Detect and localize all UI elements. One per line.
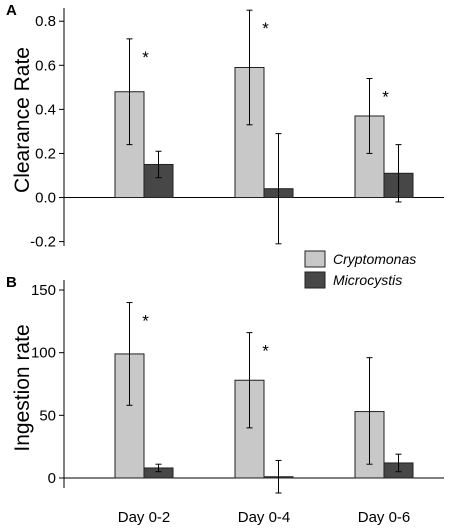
- panel-a-y-tick-label-0-2: -0.2: [30, 234, 56, 251]
- panel-b-y-tick-label-100: 100: [31, 345, 56, 362]
- legend-label-microcystis: Microcystis: [333, 272, 402, 288]
- panel-b-y-axis-label: Ingestion rate: [11, 324, 34, 451]
- legend-label-cryptomonas: Cryptomonas: [333, 251, 416, 267]
- panel-a-y-tick-label-0-6: 0.6: [35, 57, 56, 74]
- panel-b-significance-star-day-0-4: *: [262, 342, 269, 361]
- panel-a-y-tick-label-0-2: 0.2: [35, 145, 56, 162]
- panel-a-y-tick-label-0-0: 0.0: [35, 190, 56, 207]
- panel-b-x-tick-label-day-0-2: Day 0-2: [118, 509, 171, 526]
- panel-b-y-tick-label-150: 150: [31, 282, 56, 299]
- panel-b-y-tick-label-50: 50: [39, 407, 56, 424]
- panel-b-x-tick-label-day-0-6: Day 0-6: [358, 509, 411, 526]
- legend-swatch-microcystis: [304, 271, 326, 289]
- panel-b-y-tick-label-0: 0: [48, 470, 56, 487]
- panel-a-y-tick-label-0-8: 0.8: [35, 13, 56, 30]
- panel-a-letter: A: [6, 2, 17, 19]
- panel-a-y-tick-label-0-4: 0.4: [35, 101, 56, 118]
- panel-a: A Clearance Rate -0.2 0.0 0.2 0.4 0.6 0.8 * * *: [6, 2, 444, 251]
- legend: Cryptomonas Microcystis: [304, 250, 416, 289]
- panel-a-y-axis-label: Clearance Rate: [11, 47, 34, 193]
- panel-b-letter: B: [6, 274, 17, 291]
- panel-a-significance-star-day-0-6: *: [382, 88, 389, 107]
- panel-a-bar-cryptomonas-day-0-6: [354, 115, 385, 199]
- legend-swatch-cryptomonas: [304, 250, 326, 268]
- panel-b-x-tick-label-day-0-4: Day 0-4: [238, 509, 291, 526]
- panel-a-significance-star-day-0-2: *: [142, 48, 149, 67]
- panel-a-significance-star-day-0-4: *: [262, 19, 269, 38]
- panel-b: B Ingestion rate 0 50 100 150 * * Day 0-2 Day 0…: [6, 274, 444, 526]
- panel-b-significance-star-day-0-2: *: [142, 312, 149, 331]
